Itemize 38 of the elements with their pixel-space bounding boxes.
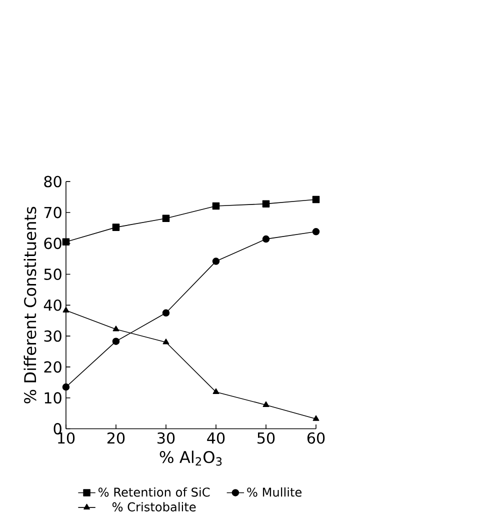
point [162,214,170,222]
point [312,415,320,421]
y-tick-label: 70 [44,206,62,218]
point [212,388,220,394]
legend-label: % Cristobalite [112,502,196,512]
point [112,224,120,231]
point [262,401,270,407]
y-tick-label: 10 [44,392,62,404]
y-tick-label: 0 [54,423,62,434]
point [62,383,70,391]
point [212,258,220,265]
point [112,338,120,345]
y-tick-label: 60 [44,238,62,250]
point [162,309,170,317]
point [262,200,270,208]
point [62,238,70,246]
point [112,326,120,332]
point [312,196,320,204]
y-axis-title: % Different Constituents [24,206,36,404]
x-tick-label: 60 [308,432,325,444]
y-tick-label: 20 [44,361,62,373]
x-tick-label: 30 [158,432,175,444]
x-axis-title: % Al$_{2}$O$_{3}$ [160,450,222,466]
x-tick-label: 10 [58,432,75,444]
x-tick-label: 40 [207,432,225,444]
y-tick-label: 40 [44,299,62,311]
legend-label: % Mullite [247,487,302,497]
legend-label: % Retention of SiC [98,487,210,497]
x-tick-label: 50 [258,432,275,444]
point [312,228,320,236]
point [62,306,70,312]
point [162,338,170,344]
y-tick-label: 30 [44,330,62,342]
point [212,202,220,210]
y-tick-label: 50 [44,268,62,280]
y-tick-label: 80 [44,176,62,188]
x-tick-label: 20 [108,432,125,444]
point [262,235,270,243]
